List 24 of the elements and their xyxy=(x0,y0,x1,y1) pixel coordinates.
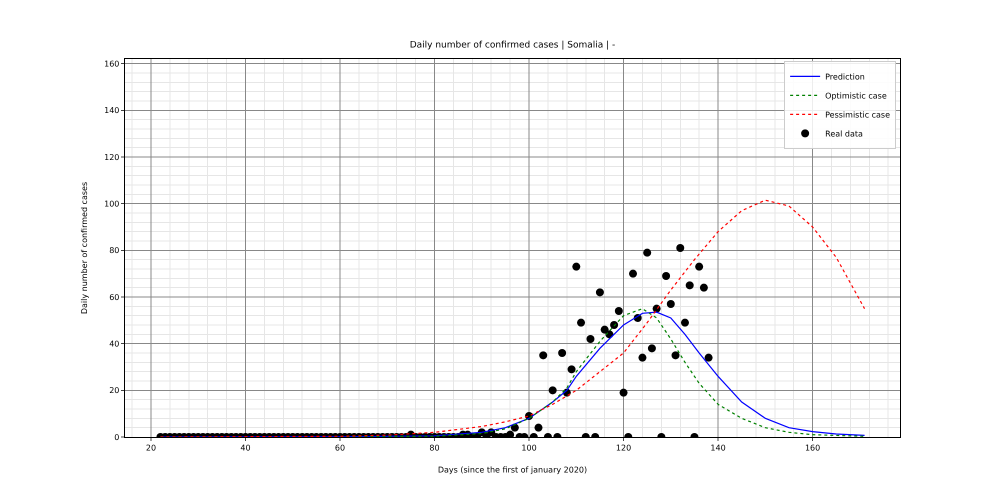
x-axis-title: Days (since the first of january 2020) xyxy=(438,466,588,475)
y-tick-label: 60 xyxy=(109,292,120,302)
y-tick-label: 140 xyxy=(104,106,120,116)
x-tick-label: 100 xyxy=(521,444,537,453)
y-tick-label: 100 xyxy=(104,199,120,208)
x-tick-label: 40 xyxy=(240,444,251,453)
y-tick-label: 80 xyxy=(109,246,120,256)
legend-label: Real data xyxy=(825,130,864,139)
y-axis-title: Daily number of confirmed cases xyxy=(80,182,89,314)
y-tick-label: 40 xyxy=(109,339,120,348)
y-tick-label: 0 xyxy=(114,432,120,442)
chart-title: Daily number of confirmed cases | Somalia | - xyxy=(410,40,616,50)
y-tick-label: 20 xyxy=(109,386,120,396)
x-tick-label: 160 xyxy=(804,444,820,453)
x-tick-label: 140 xyxy=(710,444,726,453)
x-tick-label: 60 xyxy=(334,444,346,453)
legend-label: Prediction xyxy=(825,72,865,82)
y-tick-label: 160 xyxy=(104,59,120,68)
legend-label: Optimistic case xyxy=(825,92,887,101)
legend-label: Pessimistic case xyxy=(825,110,890,120)
x-tick-label: 80 xyxy=(429,444,440,453)
y-tick-label: 120 xyxy=(104,152,120,162)
x-tick-label: 120 xyxy=(616,444,632,453)
x-tick-label: 20 xyxy=(146,444,156,453)
